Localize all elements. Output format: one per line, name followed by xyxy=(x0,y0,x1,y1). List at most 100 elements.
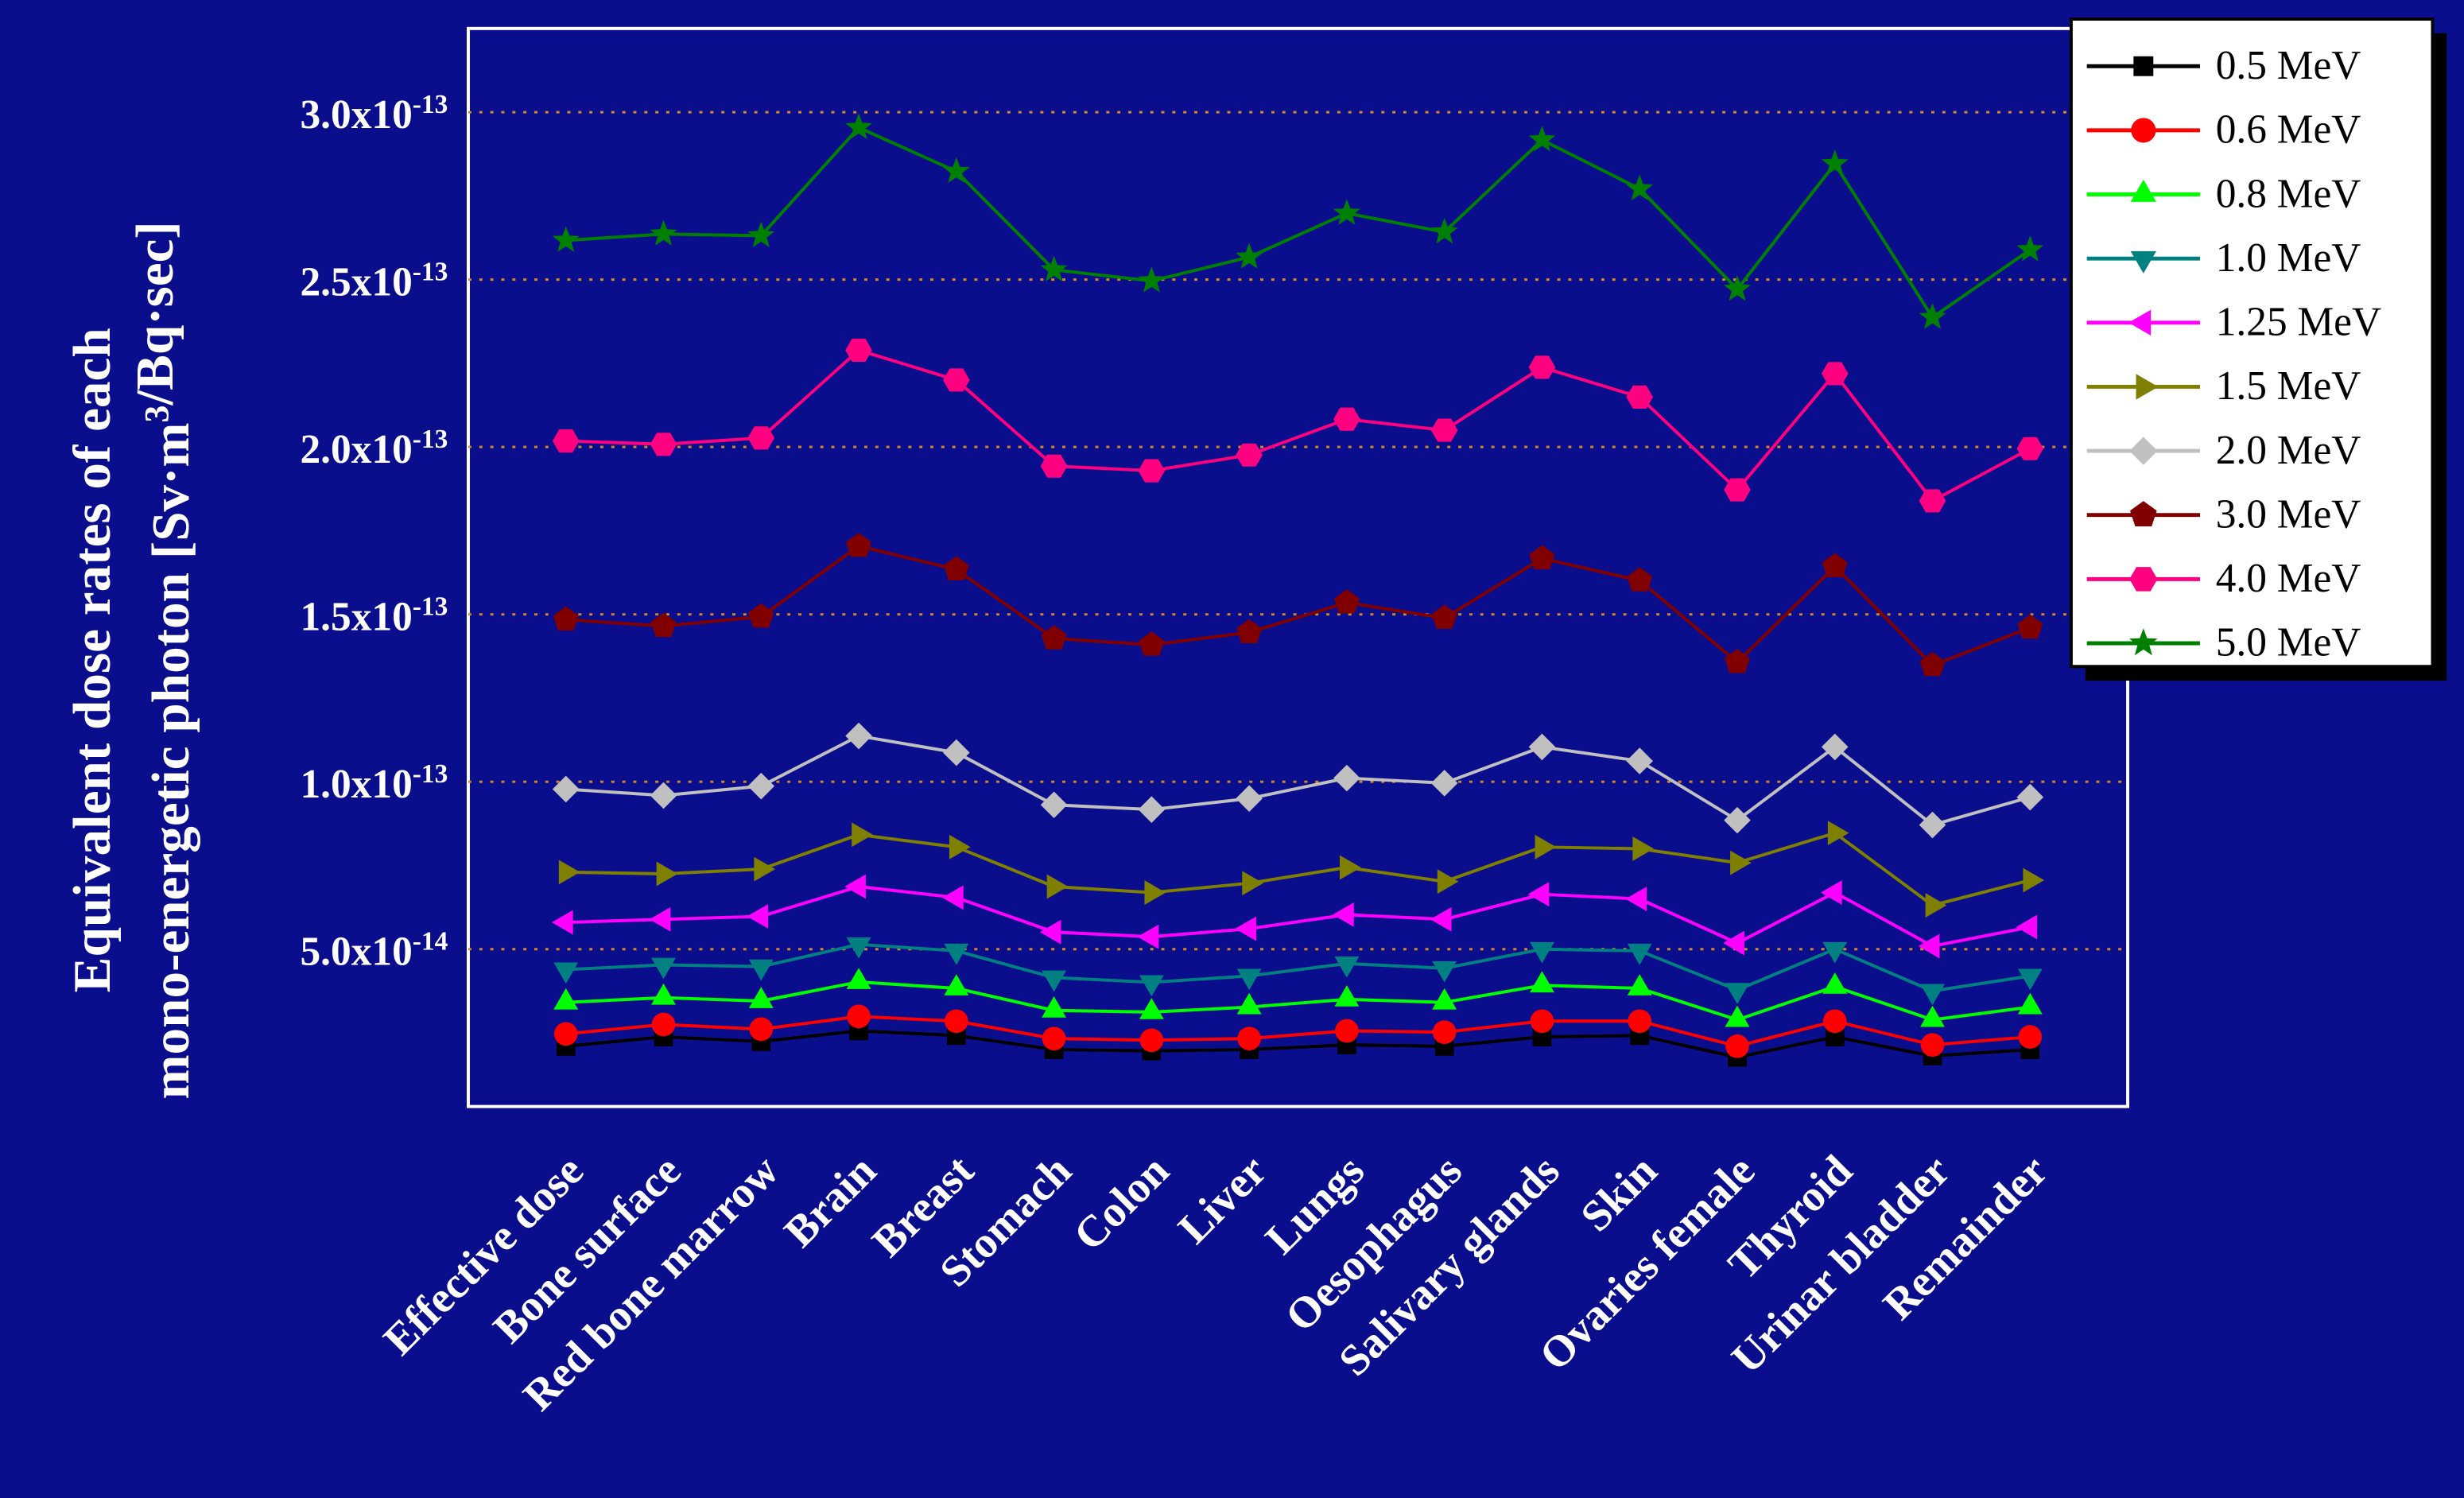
marker xyxy=(2018,1025,2043,1049)
marker xyxy=(847,1004,871,1029)
marker xyxy=(748,603,774,628)
marker xyxy=(1632,836,1654,861)
marker xyxy=(852,822,873,848)
series xyxy=(553,968,2043,1027)
marker xyxy=(944,943,969,965)
marker xyxy=(1527,882,1550,907)
marker xyxy=(1827,821,1849,846)
marker xyxy=(558,860,580,885)
marker xyxy=(1437,869,1459,895)
marker xyxy=(845,113,872,139)
marker xyxy=(552,226,580,252)
marker xyxy=(1042,996,1066,1018)
marker xyxy=(1529,545,1555,569)
series-line xyxy=(565,734,2031,827)
marker xyxy=(1724,478,1751,502)
marker xyxy=(1139,631,1165,656)
marker xyxy=(1430,770,1458,797)
series-line xyxy=(565,884,2031,949)
marker xyxy=(1920,1005,1945,1027)
marker xyxy=(1821,149,1849,176)
marker xyxy=(1725,983,1750,1004)
marker xyxy=(1528,733,1556,761)
marker xyxy=(551,910,573,935)
marker xyxy=(1139,1028,1164,1053)
marker xyxy=(1333,902,1354,927)
legend-label: 2.0 MeV xyxy=(2216,428,2361,473)
marker xyxy=(1528,355,1556,379)
marker xyxy=(747,426,775,450)
marker xyxy=(747,772,775,800)
series xyxy=(553,937,2043,1006)
legend-marker xyxy=(2129,437,2158,465)
marker xyxy=(553,962,579,984)
marker xyxy=(553,988,579,1010)
marker xyxy=(1042,1026,1066,1050)
marker xyxy=(1919,303,1946,329)
marker xyxy=(1333,199,1360,225)
marker xyxy=(1236,968,1262,991)
series-line xyxy=(565,348,2031,503)
marker xyxy=(1627,567,1653,592)
legend-label: 0.6 MeV xyxy=(2216,107,2361,153)
marker xyxy=(1627,943,1652,965)
marker xyxy=(748,959,774,981)
marker xyxy=(651,1012,676,1037)
marker xyxy=(754,856,776,882)
marker xyxy=(944,974,969,995)
marker xyxy=(1236,992,1262,1015)
legend-marker xyxy=(2130,501,2157,526)
marker xyxy=(1822,972,1848,994)
marker xyxy=(1820,880,1842,905)
marker xyxy=(1236,785,1263,813)
marker xyxy=(1335,1019,1359,1043)
legend-label: 3.0 MeV xyxy=(2216,491,2361,537)
marker xyxy=(1725,1034,1749,1058)
marker xyxy=(1432,961,1457,983)
legend-label: 5.0 MeV xyxy=(2216,620,2361,666)
marker xyxy=(845,722,872,750)
marker xyxy=(1628,1009,1652,1034)
marker xyxy=(1535,834,1557,860)
legend-marker xyxy=(2133,56,2154,76)
marker xyxy=(1235,916,1257,941)
marker xyxy=(1627,974,1652,995)
legend-marker xyxy=(2136,374,2159,400)
marker xyxy=(1139,975,1164,997)
plot-area xyxy=(466,26,2130,1108)
marker xyxy=(844,874,866,899)
series-line xyxy=(565,980,2031,1022)
marker xyxy=(1046,874,1069,899)
legend-marker xyxy=(2129,628,2158,656)
marker xyxy=(651,983,676,1005)
marker xyxy=(1821,362,1849,386)
marker xyxy=(650,782,677,809)
y-axis-label: Equivalent dose rates of each xyxy=(62,328,122,992)
marker xyxy=(1039,919,1061,945)
series-line xyxy=(565,942,2031,993)
y-tick-label: 5.0x10-14 xyxy=(300,926,448,974)
y-tick-label: 2.0x10-13 xyxy=(300,425,448,472)
marker xyxy=(1725,1005,1750,1027)
marker xyxy=(942,885,964,910)
marker xyxy=(1333,764,1360,792)
legend-label: 0.5 MeV xyxy=(2216,43,2361,88)
marker xyxy=(1530,971,1554,993)
marker xyxy=(1626,174,1654,200)
marker xyxy=(846,532,872,557)
marker xyxy=(748,987,774,1008)
marker xyxy=(1137,924,1159,949)
marker xyxy=(1725,649,1750,673)
marker xyxy=(1723,930,1744,956)
marker xyxy=(1138,796,1166,823)
marker xyxy=(1340,855,1361,880)
marker xyxy=(1334,985,1360,1007)
series-line xyxy=(565,126,2031,320)
series xyxy=(552,338,2044,513)
marker xyxy=(1432,1020,1457,1044)
series-line xyxy=(565,1015,2031,1048)
marker xyxy=(2016,437,2044,460)
legend-label: 1.0 MeV xyxy=(2216,235,2361,281)
marker xyxy=(942,157,970,184)
marker xyxy=(943,556,969,580)
